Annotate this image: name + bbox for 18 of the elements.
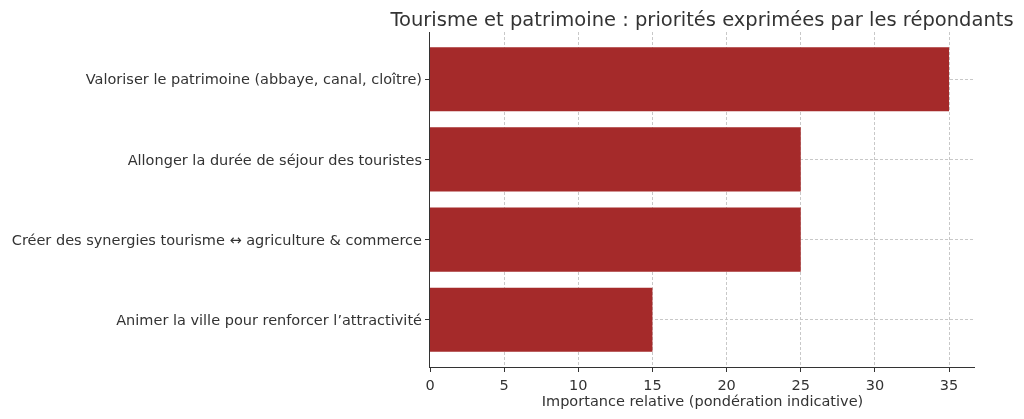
y-tick-label: Animer la ville pour renforcer l’attractivité — [116, 311, 423, 328]
x-tick-label: 20 — [717, 376, 736, 393]
bar — [430, 47, 950, 112]
bar — [430, 127, 801, 192]
x-tick-label: 15 — [643, 376, 662, 393]
x-tick-label: 35 — [939, 376, 959, 393]
bar — [430, 287, 653, 352]
x-axis-title: Importance relative (pondération indicative) — [541, 393, 864, 410]
x-tick-label: 5 — [499, 376, 509, 393]
x-tick-label: 10 — [569, 376, 588, 393]
y-tick-label: Valoriser le patrimoine (abbaye, canal, cloître) — [85, 71, 422, 88]
chart-title: Tourisme et patrimoine : priorités exprimées par les répondants — [389, 7, 1014, 31]
y-tick-label: Allonger la durée de séjour des touristes — [127, 151, 422, 168]
y-tick-label: Créer des synergies tourisme ↔ agriculture & commerce — [11, 231, 423, 248]
x-tick-label: 0 — [425, 376, 435, 393]
x-tick-label: 30 — [865, 376, 885, 393]
x-tick-label: 25 — [791, 376, 810, 393]
bar — [430, 207, 801, 272]
